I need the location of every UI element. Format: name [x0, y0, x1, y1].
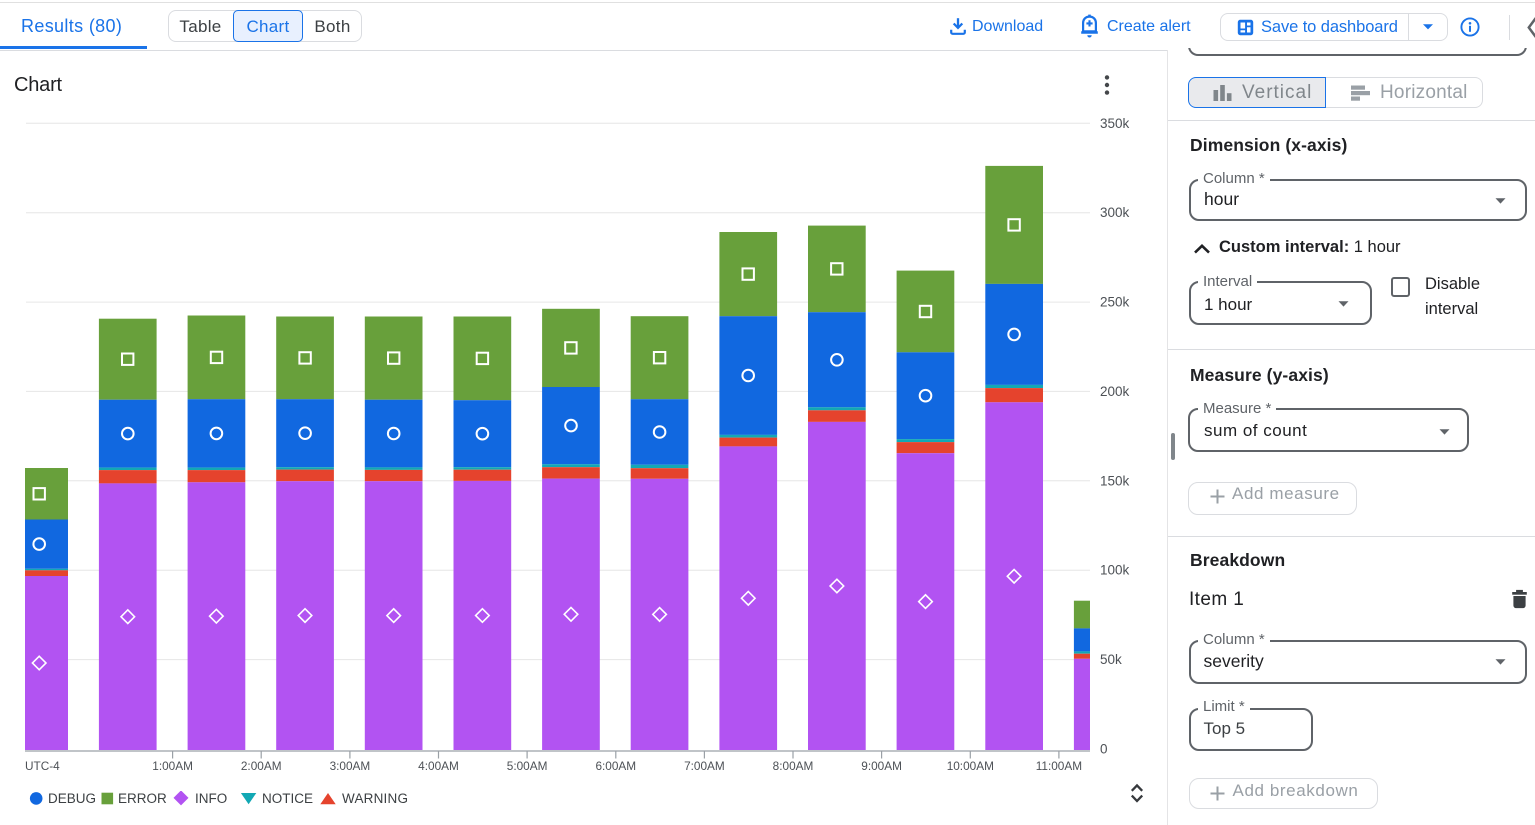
svg-text:200k: 200k: [1100, 384, 1130, 399]
svg-text:5:00AM: 5:00AM: [507, 759, 548, 773]
svg-text:UTC-4: UTC-4: [25, 759, 60, 773]
svg-text:7:00AM: 7:00AM: [684, 759, 725, 773]
svg-text:0: 0: [1100, 742, 1108, 757]
svg-text:6:00AM: 6:00AM: [595, 759, 636, 773]
svg-text:250k: 250k: [1100, 295, 1130, 310]
svg-text:8:00AM: 8:00AM: [773, 759, 814, 773]
svg-text:350k: 350k: [1100, 116, 1130, 131]
svg-text:1:00AM: 1:00AM: [152, 759, 193, 773]
svg-text:100k: 100k: [1100, 563, 1130, 578]
svg-text:9:00AM: 9:00AM: [861, 759, 902, 773]
svg-text:4:00AM: 4:00AM: [418, 759, 459, 773]
svg-text:10:00AM: 10:00AM: [947, 759, 994, 773]
svg-text:3:00AM: 3:00AM: [330, 759, 371, 773]
svg-text:11:00AM: 11:00AM: [1036, 759, 1082, 773]
svg-text:50k: 50k: [1100, 652, 1122, 667]
svg-text:2:00AM: 2:00AM: [241, 759, 282, 773]
svg-text:300k: 300k: [1100, 205, 1130, 220]
svg-text:150k: 150k: [1100, 473, 1130, 488]
